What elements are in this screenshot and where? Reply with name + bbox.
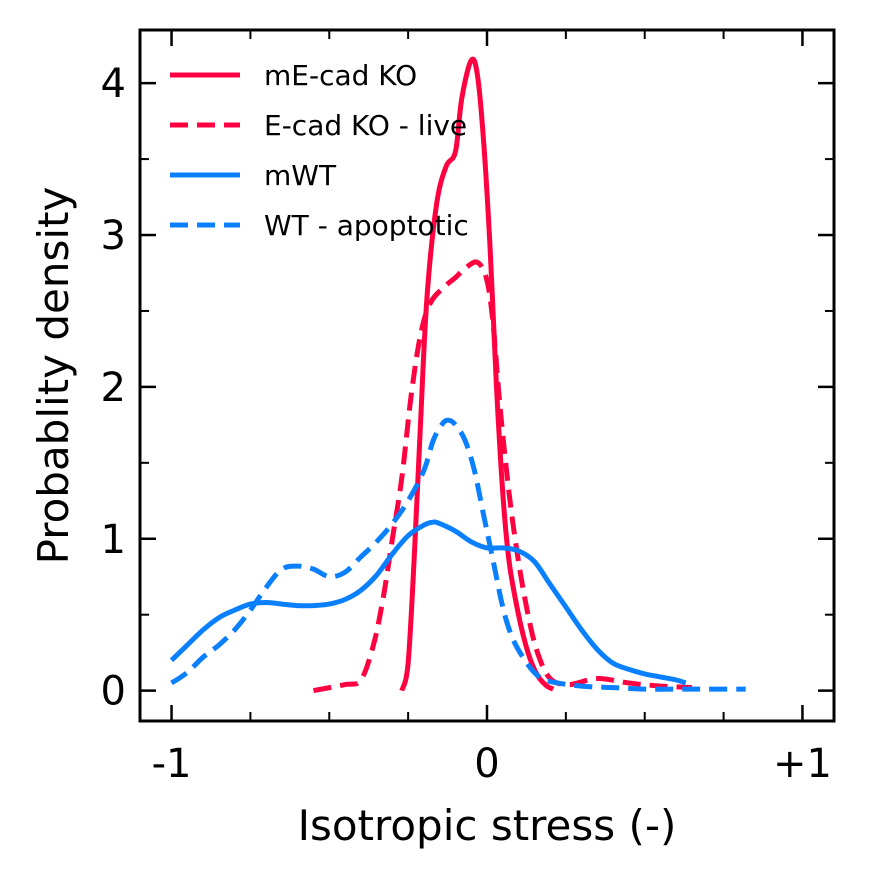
y-tick-label: 3 [101, 213, 126, 259]
plot-frame [138, 28, 836, 723]
series-line-wt-apoptotic [170, 417, 746, 692]
series-group [169, 56, 746, 694]
axis-tick-labels: -1 0 +1 0 1 2 3 4 [101, 61, 832, 787]
legend-label-mwt: mWT [264, 159, 337, 192]
y-tick-label: 4 [101, 61, 126, 107]
y-tick-label: 1 [101, 517, 126, 563]
y-tick-label: 2 [101, 365, 126, 411]
x-axis-label: Isotropic stress (-) [298, 801, 677, 850]
y-tick-label: 0 [101, 669, 126, 715]
series-line-mwt [169, 519, 687, 686]
series-line-me-cad-ko [399, 56, 555, 692]
y-axis-label: Probablity density [29, 187, 78, 565]
legend-label-e-cad-ko-live: E-cad KO - live [264, 109, 467, 142]
legend: mE-cad KO E-cad KO - live mWT WT - apoptoti… [170, 59, 469, 242]
legend-label-wt-apoptotic: WT - apoptotic [264, 209, 469, 242]
x-tick-label: -1 [152, 741, 192, 787]
x-tick-label: 0 [474, 741, 499, 787]
legend-label-me-cad-ko: mE-cad KO [264, 59, 417, 92]
x-tick-label: +1 [773, 741, 832, 787]
